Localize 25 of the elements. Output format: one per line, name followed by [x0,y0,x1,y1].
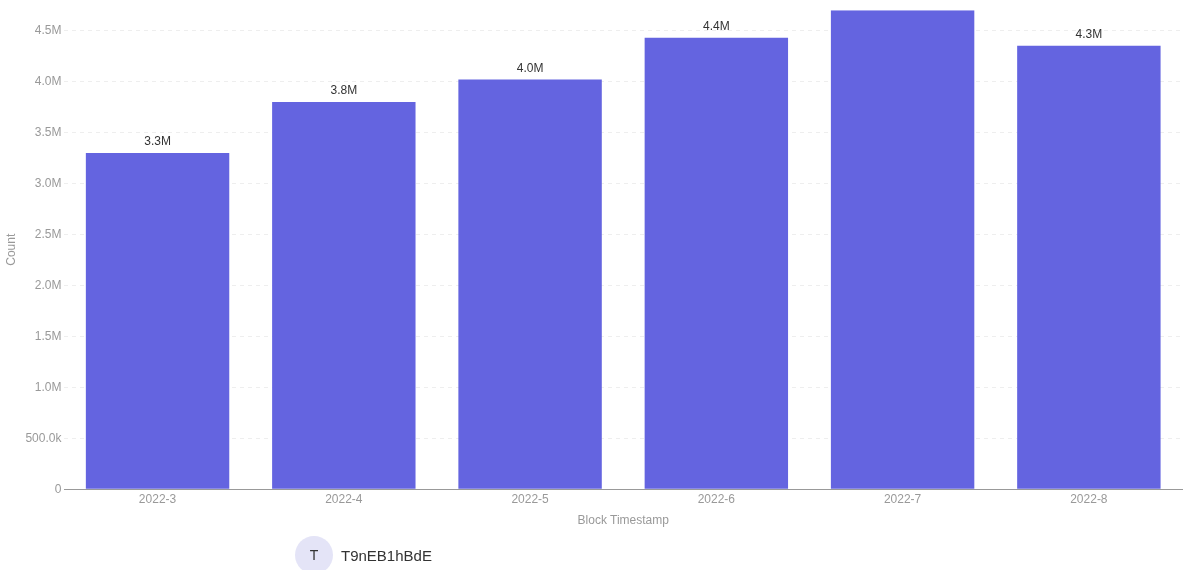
y-tick-label: 4.5M [34,22,62,37]
y-tick-label: 1.0M [34,379,62,394]
y-tick-label: 3.0M [34,175,62,190]
x-tick-label: 2022-8 [1070,491,1108,506]
text: T9nEB1hBdE [341,546,432,564]
y-axis-title: Count [3,233,18,266]
x-tick-label: 2022-3 [138,491,177,506]
data-label: 4.4M [703,19,730,34]
y-tick-label: 4.0M [34,73,62,88]
x-tick-label: 2022-7 [883,491,922,506]
x-axis-title: Block Timestamp [577,513,670,528]
y-tick-label: 2.0M [34,277,62,292]
y-tick-label: 500.0k [25,430,63,445]
data-label: 4.0M [516,60,544,75]
y-tick-label: 0 [54,481,62,496]
y-tick-label: 1.5M [34,328,62,343]
data-label: 3.8M [330,83,358,98]
y-tick-label: 2.5M [34,226,62,241]
x-tick-label: 2022-4 [325,491,363,506]
x-tick-label: 2022-5 [511,491,550,506]
y-tick-label: 3.5M [34,124,62,139]
x-tick-label: 2022-6 [697,491,736,506]
avatar-icon: T [295,536,333,570]
data-label: 4.3M [1075,27,1103,42]
data-label: 3.3M [144,134,171,149]
